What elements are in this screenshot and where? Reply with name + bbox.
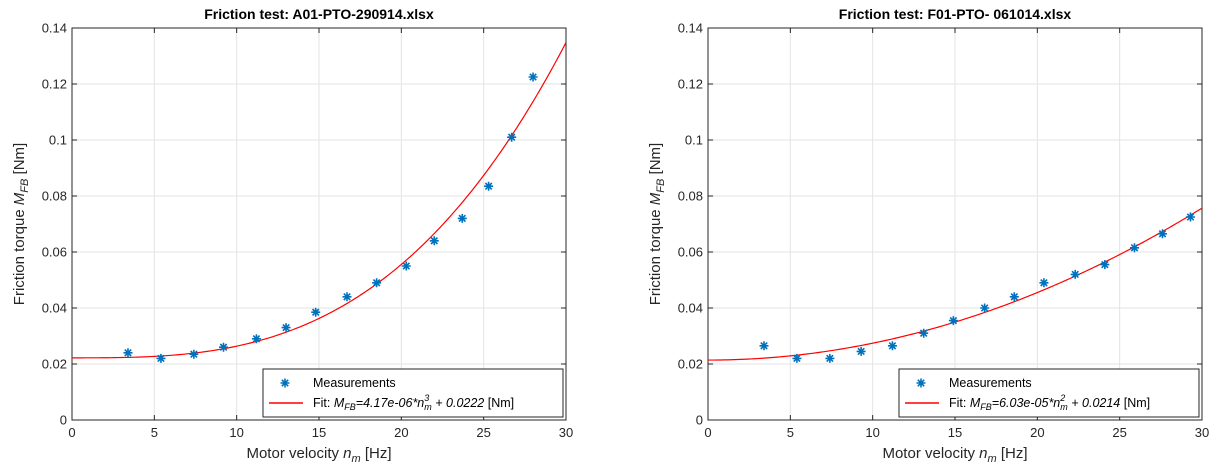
data-point (825, 353, 835, 363)
data-point (856, 346, 866, 356)
legend-label-measurements: Measurements (313, 376, 396, 390)
x-tick-label: 0 (704, 425, 711, 440)
y-tick-label: 0.04 (42, 301, 67, 316)
data-point (401, 261, 411, 271)
x-tick-label: 30 (1195, 425, 1209, 440)
legend-label-measurements: Measurements (949, 376, 1032, 390)
data-point (948, 316, 958, 326)
legend: Measurements Fit: MFB=4.17e-06*n3 m + 0.02… (262, 368, 564, 418)
data-point (218, 342, 228, 352)
data-point (759, 341, 769, 351)
y-tick-label: 0.1 (685, 133, 703, 148)
data-point (251, 334, 261, 344)
y-axis-label: Friction torque MFB [Nm] (647, 143, 667, 305)
legend-box (898, 368, 1200, 418)
data-point (1129, 243, 1139, 253)
data-point (1185, 212, 1195, 222)
chart-title: Friction test: F01-PTO- 061014.xlsx (839, 6, 1072, 22)
legend-label-fit: Fit: MFB=4.17e-06*n3 m + 0.0222 [Nm] (313, 393, 514, 412)
chart-2: 0 5 10 15 20 25 30 0 0.02 0.04 0.06 0.08 0.1 0.12 0.14… (647, 6, 1209, 465)
x-tick-label: 20 (394, 425, 408, 440)
y-tick-label: 0.1 (49, 133, 67, 148)
legend-marker-measurements (916, 378, 926, 388)
y-tick-label: 0.14 (42, 21, 67, 36)
data-point (342, 292, 352, 302)
data-point (484, 181, 494, 191)
x-axis-label: Motor velocity nm [Hz] (246, 445, 391, 465)
data-point (1039, 278, 1049, 288)
data-point (1157, 229, 1167, 239)
plot-content (72, 42, 566, 363)
y-tick-label: 0.02 (42, 357, 67, 372)
y-tick-label: 0 (60, 413, 67, 428)
y-tick-label: 0.06 (42, 245, 67, 260)
chart-1: 0 5 10 15 20 25 30 0 0.02 0.04 0.06 0.08 0.1 0.12 0.14… (11, 6, 573, 465)
data-point (156, 353, 166, 363)
data-point (792, 353, 802, 363)
x-tick-label: 0 (68, 425, 75, 440)
x-tick-label: 20 (1030, 425, 1044, 440)
data-point (457, 213, 467, 223)
y-tick-label: 0.14 (678, 21, 703, 36)
y-tick-label: 0.08 (678, 189, 703, 204)
legend-marker-measurements (280, 378, 290, 388)
x-tick-label: 5 (151, 425, 158, 440)
plot-content (708, 207, 1202, 363)
data-point (1009, 292, 1019, 302)
y-tick-label: 0.04 (678, 301, 703, 316)
x-tick-label: 10 (865, 425, 879, 440)
data-point (372, 278, 382, 288)
data-point (429, 236, 439, 246)
legend-box (262, 368, 564, 418)
data-point (123, 348, 133, 358)
legend: Measurements Fit: MFB=6.03e-05*n2 m + 0.02… (898, 368, 1200, 418)
y-tick-label: 0.12 (42, 77, 67, 92)
chart-title: Friction test: A01-PTO-290914.xlsx (204, 6, 434, 22)
x-tick-label: 15 (312, 425, 326, 440)
data-point (281, 323, 291, 333)
data-point (189, 349, 199, 359)
x-axis-label: Motor velocity nm [Hz] (882, 445, 1027, 465)
y-tick-label: 0 (696, 413, 703, 428)
data-point (1070, 269, 1080, 279)
data-point (528, 72, 538, 82)
fit-line (72, 42, 566, 359)
x-tick-label: 10 (229, 425, 243, 440)
x-tick-label: 15 (948, 425, 962, 440)
x-tick-label: 25 (1112, 425, 1126, 440)
legend-label-fit: Fit: MFB=6.03e-05*n2 m + 0.0214 [Nm] (949, 393, 1150, 412)
data-point (507, 132, 517, 142)
y-tick-label: 0.06 (678, 245, 703, 260)
x-tick-label: 25 (476, 425, 490, 440)
x-tick-label: 30 (559, 425, 573, 440)
data-point (1100, 260, 1110, 270)
data-point (311, 307, 321, 317)
x-tick-label: 5 (787, 425, 794, 440)
y-axis-label: Friction torque MFB [Nm] (11, 143, 31, 305)
data-point (887, 341, 897, 351)
data-point (980, 303, 990, 313)
y-tick-label: 0.02 (678, 357, 703, 372)
y-tick-label: 0.12 (678, 77, 703, 92)
y-tick-label: 0.08 (42, 189, 67, 204)
data-point (919, 328, 929, 338)
